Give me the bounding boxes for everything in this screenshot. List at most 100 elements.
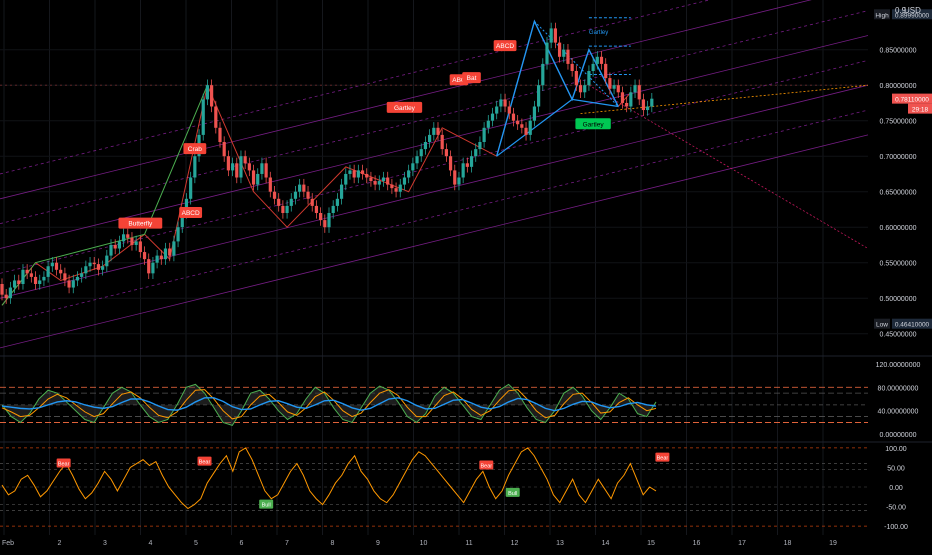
- candle-body: [637, 85, 641, 100]
- candle-body: [520, 124, 524, 128]
- current-price-badge: [892, 93, 932, 104]
- stoch-tick-label: 40.00000000: [878, 409, 919, 416]
- candle-body: [486, 120, 490, 128]
- price-tick-label: 0.50000000: [880, 296, 917, 303]
- projection-label: Gartley: [589, 30, 608, 36]
- candle-body: [490, 113, 495, 121]
- candle-body: [298, 184, 302, 192]
- candle-body: [633, 85, 637, 93]
- candle-body: [251, 170, 256, 185]
- x-tick-label: 7: [285, 540, 289, 547]
- pattern-badge: [493, 40, 517, 52]
- channel-line: [0, 134, 869, 349]
- candle-body: [381, 177, 386, 182]
- x-tick-label: 16: [693, 540, 701, 547]
- price-tick-label: 0.85000000: [880, 48, 917, 55]
- candle-body: [474, 149, 478, 157]
- candle-body: [222, 142, 226, 157]
- candle-body: [155, 255, 159, 263]
- x-tick-label: 2: [58, 540, 62, 547]
- candle-body: [310, 198, 314, 206]
- pattern-labels-layer: Butterfly ABCD Crab Gartley ABC Bat ABCD Gartle…: [118, 40, 611, 229]
- candle-body: [121, 234, 126, 242]
- candle-body: [319, 213, 323, 221]
- candle-body: [440, 134, 444, 150]
- candle-body: [415, 156, 419, 164]
- x-tick-label: 19: [829, 540, 837, 547]
- candle-body: [352, 170, 356, 178]
- candle-body: [117, 241, 121, 249]
- candle-body: [436, 127, 440, 135]
- candle-body: [189, 177, 193, 199]
- candle-body: [260, 163, 264, 174]
- candle-body: [524, 127, 528, 135]
- x-tick-label: 5: [194, 540, 198, 547]
- countdown-badge: [908, 103, 932, 114]
- pattern-badge: [183, 143, 207, 155]
- pattern-badge-text: Butterfly: [128, 221, 153, 228]
- candle-body: [339, 184, 344, 199]
- candle-body: [105, 255, 109, 267]
- x-tick-label: 15: [647, 540, 655, 547]
- candle-body: [323, 220, 327, 228]
- candle-body: [574, 71, 578, 86]
- candle-body: [25, 269, 29, 274]
- candle-body: [423, 142, 428, 150]
- candle-body: [88, 262, 92, 267]
- x-tick-label: 8: [331, 540, 335, 547]
- candle-body: [134, 241, 138, 245]
- gartley-xb-leg: [496, 98, 619, 157]
- candle-body: [511, 113, 516, 121]
- x-tick-label: 18: [784, 540, 792, 547]
- high-badge: [892, 9, 932, 20]
- price-tick-label: 0.45000000: [880, 332, 917, 339]
- stoch-area: [2, 384, 656, 426]
- candle-body: [583, 85, 587, 93]
- price-tick-label: 0.70000000: [880, 154, 917, 161]
- candle-body: [214, 106, 218, 128]
- x-tick-label: 10: [420, 540, 428, 547]
- countdown-value: 29:18: [912, 107, 929, 114]
- signal-badge-text: Bear: [657, 456, 669, 462]
- candle-body: [218, 127, 222, 142]
- candle-body: [101, 266, 105, 270]
- signal-badge-text: Bull: [508, 491, 517, 497]
- candle-body: [331, 205, 335, 213]
- pattern-badge-text: ABCD: [182, 210, 200, 217]
- pattern-badge-text: Gartley: [583, 121, 605, 128]
- candle-body: [54, 262, 59, 270]
- candle-body: [432, 127, 436, 135]
- time-axis: Feb 2 3 4 5 6 7 8 9 10 11 12 13 14 15 16 17 18 19: [2, 540, 837, 547]
- harmonic-pattern-layer: Gartley: [1, 17, 632, 306]
- candle-body: [0, 284, 4, 295]
- pattern-badge: [386, 101, 423, 113]
- candle-body: [562, 49, 566, 57]
- candle-body: [516, 120, 520, 125]
- candle-body: [256, 173, 260, 185]
- x-tick-label: 6: [240, 540, 244, 547]
- candle-body: [314, 205, 319, 213]
- signal-badge-text: Bear: [58, 462, 70, 468]
- pattern-badge: [462, 72, 481, 84]
- candle-body: [537, 85, 541, 107]
- price-tick-label: 0.55000000: [880, 261, 917, 268]
- candle-body: [12, 280, 17, 288]
- candle-body: [394, 188, 398, 192]
- candle-body: [344, 173, 348, 185]
- oscillator-pane: Bear Bear Bull Bear Bull Bear: [0, 447, 868, 527]
- channel-line: [0, 109, 869, 324]
- candle-body: [84, 266, 88, 274]
- candle-body: [369, 177, 373, 182]
- channel-line: [0, 0, 812, 200]
- x-tick-label: 17: [738, 540, 746, 547]
- candle-body: [285, 205, 289, 213]
- candle-body: [629, 92, 633, 107]
- current-price-value: 0.78110000: [895, 97, 929, 104]
- candle-body: [650, 98, 654, 107]
- candle-body: [528, 120, 532, 135]
- candle-body: [453, 170, 457, 185]
- high-tag: [874, 9, 890, 20]
- candle-body: [96, 264, 101, 270]
